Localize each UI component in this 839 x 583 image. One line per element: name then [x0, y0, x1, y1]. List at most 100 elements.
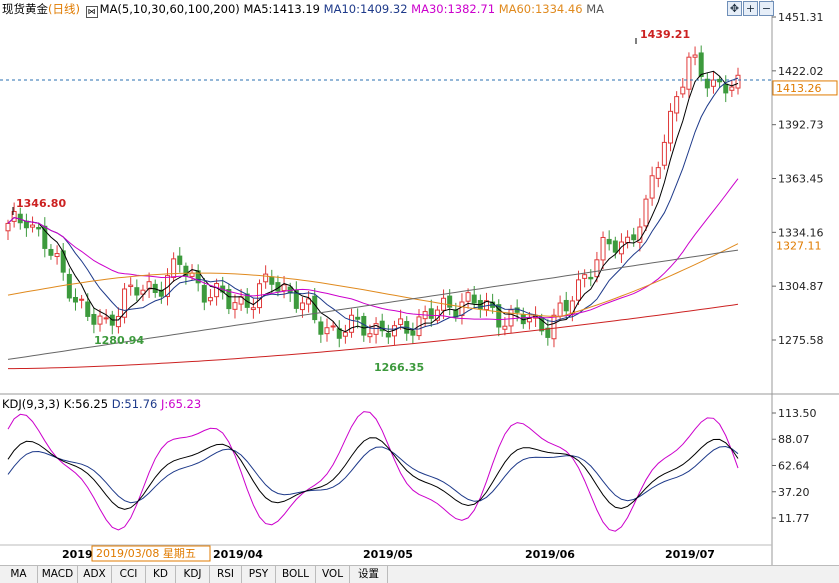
candle-body	[54, 253, 60, 258]
candle-body	[680, 86, 686, 95]
indicator-tabs: MA MACD ADX CCI KD KDJ RSI PSY BOLL VOL …	[0, 565, 839, 583]
candle	[232, 294, 238, 319]
candle-body	[465, 292, 471, 302]
candle-body	[226, 289, 232, 310]
tab-vol[interactable]: VOL	[316, 566, 350, 583]
candle-body	[428, 308, 434, 319]
candlestick-chart[interactable]: 1451.31 1422.02 1392.73 1363.45 1334.16 1304.…	[0, 0, 839, 565]
candle-body	[214, 283, 220, 298]
ma60-tag-label: 1327.11	[776, 239, 822, 252]
candle-body	[293, 289, 299, 309]
tab-settings[interactable]: 设置	[350, 566, 388, 583]
candle-body	[330, 325, 336, 328]
candle-body	[23, 220, 29, 229]
candle-body	[11, 211, 17, 222]
candle	[576, 270, 582, 305]
kdj-d-line	[7, 445, 739, 504]
candle-body	[312, 295, 318, 321]
candle	[269, 269, 275, 294]
tab-boll[interactable]: BOLL	[276, 566, 316, 583]
candle	[207, 289, 213, 306]
candle	[710, 71, 716, 94]
period-label[interactable]: (日线)	[48, 2, 80, 16]
candle	[649, 166, 655, 206]
candle-body	[269, 276, 275, 285]
candle	[483, 292, 489, 317]
candle	[275, 275, 281, 297]
tab-psy[interactable]: PSY	[242, 566, 276, 583]
candle-body	[30, 224, 36, 228]
tab-kdj[interactable]: KDJ	[176, 566, 210, 583]
candle	[324, 318, 330, 342]
candle-body	[232, 302, 238, 310]
ma60-value: MA60:1334.46	[498, 2, 583, 16]
kdj-k-value: K:56.25	[63, 397, 109, 411]
candle-body	[508, 309, 514, 327]
candle-body	[563, 299, 569, 312]
ma30-value: MA30:1382.71	[411, 2, 496, 16]
zoom-out-icon[interactable]: −	[759, 1, 774, 16]
ma5-value: MA5:1413.19	[243, 2, 320, 16]
candle-body	[618, 241, 624, 255]
ma10-line	[7, 77, 739, 330]
move-icon[interactable]: ✥	[727, 1, 742, 16]
candle-body	[643, 198, 649, 227]
candle-body	[324, 327, 330, 335]
tab-rsi[interactable]: RSI	[210, 566, 242, 583]
candle	[109, 310, 115, 335]
candle	[459, 293, 465, 325]
kdj-legend: KDJ(9,3,3) K:56.25 D:51.76 J:65.23	[2, 396, 201, 412]
candle	[686, 52, 692, 98]
candle-body	[140, 289, 146, 295]
candle-body	[367, 333, 373, 338]
candle-body	[281, 284, 287, 292]
tab-cci[interactable]: CCI	[112, 566, 146, 583]
candle	[729, 80, 735, 97]
ma100-line	[7, 249, 739, 360]
zoom-in-icon[interactable]: +	[743, 1, 758, 16]
candle	[48, 244, 54, 260]
low2-label: 1266.35	[374, 361, 424, 374]
kdj-title: KDJ(9,3,3)	[2, 397, 61, 411]
price-tick-label: 1363.45	[778, 172, 824, 185]
candle-body	[201, 284, 207, 303]
cursor-date-tag	[91, 545, 211, 562]
high-label: 1439.21	[640, 28, 690, 41]
kdj-k-line	[7, 437, 739, 510]
price-tick-label: 1275.58	[778, 334, 824, 347]
price-tick-label: 1392.73	[778, 119, 824, 132]
candle-body	[631, 234, 637, 241]
candle	[128, 277, 134, 296]
candle	[342, 324, 348, 344]
candle-body	[349, 314, 355, 333]
candle	[330, 321, 336, 331]
tab-kd[interactable]: KD	[146, 566, 176, 583]
date-label: 2019/06	[525, 548, 575, 561]
candle	[11, 202, 17, 228]
candle	[735, 67, 741, 95]
ma-toggle-icon[interactable]: ⋈	[85, 6, 98, 18]
candle	[545, 319, 551, 346]
candle	[171, 252, 177, 282]
tab-adx[interactable]: ADX	[78, 566, 112, 583]
candle	[496, 299, 502, 337]
candle	[263, 265, 269, 289]
tab-ma[interactable]: MA	[0, 566, 38, 583]
candle	[293, 281, 299, 313]
candle-body	[717, 78, 723, 83]
ma30-line	[7, 178, 739, 321]
current-price-label: 1413.26	[776, 82, 822, 95]
tab-macd[interactable]: MACD	[38, 566, 78, 583]
candle-body	[668, 110, 674, 144]
candle	[502, 317, 508, 336]
candle	[306, 290, 312, 313]
candle	[30, 216, 36, 233]
candle-body	[704, 78, 710, 89]
candle	[692, 46, 698, 66]
candle-body	[36, 226, 42, 230]
candle	[36, 222, 42, 237]
kdj-tick-label: 37.20	[778, 486, 810, 499]
candle-body	[723, 83, 729, 94]
candle-body	[48, 248, 54, 256]
candle	[226, 284, 232, 315]
